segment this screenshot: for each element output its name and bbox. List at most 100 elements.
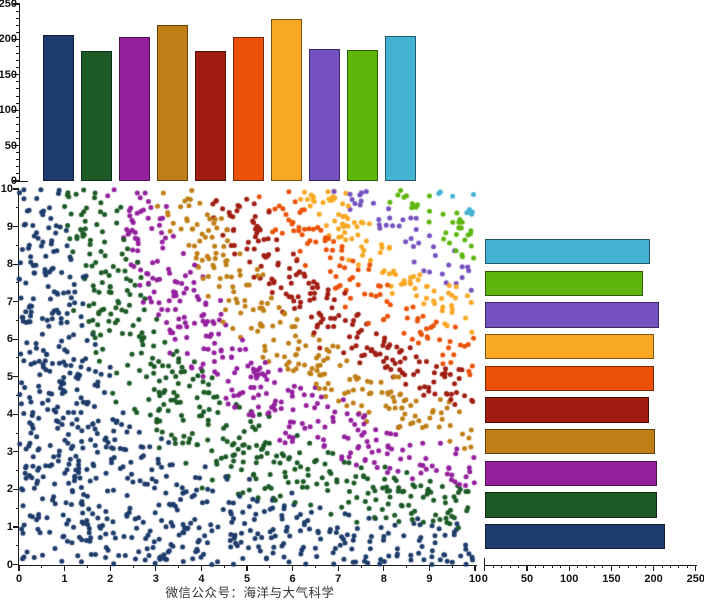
right-hist-x-minor-tick — [560, 565, 562, 569]
right-hist-x-minor-tick — [678, 565, 680, 569]
scatter-y-tick — [12, 451, 19, 453]
right-hist-x-minor-tick — [551, 565, 553, 569]
top-histogram-bar — [270, 18, 303, 181]
scatter-y-tick-label: 7 — [6, 295, 13, 308]
top-histogram-bar — [346, 50, 379, 181]
right-hist-x-minor-tick — [509, 565, 511, 569]
top-hist-y-tick-label: 200 — [0, 33, 17, 46]
scatter-y-tick — [12, 488, 19, 490]
scatter-x-tick — [246, 565, 248, 571]
right-histogram-bar — [484, 492, 657, 518]
top-hist-y-minor-tick — [16, 81, 20, 83]
scatter-y-tick — [12, 563, 19, 566]
scatter-x-tick — [200, 565, 202, 571]
scatter-y-minor-tick — [15, 470, 19, 472]
scatter-x-minor-tick — [41, 565, 43, 569]
right-histogram-bar — [484, 334, 655, 360]
scatter-y-tick-label: 9 — [6, 220, 13, 233]
scatter-x-minor-tick — [314, 565, 316, 569]
scatter-x-tick — [474, 565, 476, 571]
right-hist-axis-foot — [484, 558, 486, 565]
top-histogram-bar — [194, 50, 227, 181]
top-hist-y-minor-tick — [16, 130, 20, 132]
top-hist-y-minor-tick — [16, 10, 20, 12]
top-hist-y-minor-tick — [16, 95, 20, 97]
scatter-y-tick — [12, 263, 19, 265]
right-hist-x-tick-label: 50 — [520, 572, 534, 585]
right-histogram-bar — [484, 365, 654, 392]
right-hist-x-minor-tick — [636, 565, 638, 569]
scatter-x-tick — [109, 565, 111, 571]
scatter-x-tick — [337, 565, 339, 571]
right-histogram-bar — [484, 239, 651, 265]
scatter-x-tick — [383, 565, 385, 571]
right-hist-x-tick — [610, 565, 612, 571]
top-histogram-bar — [80, 50, 113, 181]
scatter-x-tick-label: 10 — [468, 572, 482, 585]
scatter-x-minor-tick — [269, 565, 271, 569]
right-hist-x-tick-label: 150 — [602, 572, 621, 585]
scatter-y-tick-label: 6 — [6, 333, 13, 346]
scatter-x-tick — [292, 565, 294, 571]
top-hist-y-minor-tick — [16, 116, 20, 118]
top-hist-y-minor-tick — [16, 173, 20, 175]
scatter-y-tick-label: 4 — [6, 408, 13, 421]
top-histogram-bar — [156, 25, 189, 181]
scatter-y-tick-label: 8 — [6, 258, 13, 271]
top-hist-y-minor-tick — [16, 53, 20, 55]
top-hist-y-minor-tick — [16, 88, 20, 90]
scatter-x-tick — [18, 565, 20, 571]
scatter-y-tick — [12, 526, 19, 528]
right-histogram-bar — [484, 524, 666, 550]
scatter-y-tick — [12, 338, 19, 340]
right-hist-x-tick-label: 200 — [644, 572, 663, 585]
scatter-y-minor-tick — [15, 395, 19, 397]
right-hist-x-axis — [484, 564, 697, 566]
scatter-x-minor-tick — [223, 565, 225, 569]
scatter-y-minor-tick — [15, 244, 19, 246]
scatter-x-minor-tick — [132, 565, 134, 569]
scatter-y-tick-label: 2 — [6, 483, 13, 496]
scatter-x-tick — [64, 565, 66, 571]
right-hist-x-minor-tick — [602, 565, 604, 569]
scatter-y-minor-tick — [15, 282, 19, 284]
scatter-x-minor-tick — [86, 565, 88, 569]
top-hist-y-minor-tick — [16, 17, 20, 19]
top-hist-y-minor-tick — [16, 24, 20, 26]
right-hist-x-minor-tick — [585, 565, 587, 569]
right-hist-x-minor-tick — [518, 565, 520, 569]
top-histogram-bar — [232, 36, 265, 181]
right-histogram-bar — [484, 429, 656, 455]
top-hist-axis-foot — [18, 180, 28, 182]
right-hist-x-minor-tick — [619, 565, 621, 569]
top-hist-y-minor-tick — [16, 159, 20, 161]
scatter-y-minor-tick — [15, 507, 19, 509]
right-hist-x-minor-tick — [492, 565, 494, 569]
scatter-y-tick — [12, 188, 19, 190]
scatter-y-minor-tick — [15, 357, 19, 359]
top-histogram-bar — [42, 35, 75, 181]
scatter-y-minor-tick — [15, 545, 19, 547]
right-hist-x-minor-tick — [686, 565, 688, 569]
right-hist-x-tick — [653, 565, 655, 571]
scatter-x-tick-label: 0 — [15, 572, 23, 585]
scatter-y-tick-label: 10 — [0, 183, 13, 195]
scatter-y-tick — [12, 413, 19, 415]
caption-text: 微信公众号：海洋与大气科学 — [165, 585, 335, 600]
right-histogram-bar — [484, 397, 649, 423]
top-hist-y-minor-tick — [16, 102, 20, 104]
top-hist-y-tick-label: 150 — [0, 68, 17, 81]
top-hist-y-minor-tick — [16, 67, 20, 69]
scatter-y-tick-label: 0 — [6, 558, 13, 571]
right-hist-x-tick — [695, 565, 697, 571]
scatter-y-tick — [12, 376, 19, 378]
top-hist-y-minor-tick — [16, 123, 20, 125]
right-hist-x-tick-label: 100 — [560, 572, 579, 585]
scatter-x-tick — [155, 565, 157, 571]
scatter-x-tick-label: 9 — [426, 572, 433, 585]
top-hist-y-minor-tick — [16, 166, 20, 168]
scatter-x-minor-tick — [178, 565, 180, 569]
right-hist-x-tick — [484, 565, 486, 571]
right-hist-x-minor-tick — [534, 565, 536, 569]
scatter-x-minor-tick — [406, 565, 408, 569]
